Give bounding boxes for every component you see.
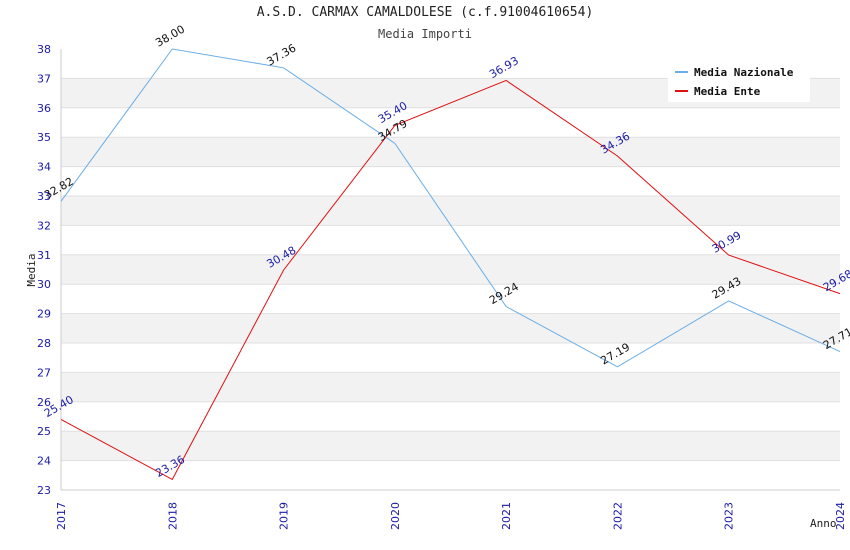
x-tick-label: 2018: [166, 502, 179, 530]
series-line: [60, 79, 841, 481]
grid-band: [61, 284, 840, 314]
y-tick-label: 33: [37, 190, 51, 203]
grid-band: [61, 225, 840, 255]
chart-title: A.S.D. CARMAX CAMALDOLESE (c.f.910046106…: [256, 5, 594, 20]
data-label: 38.00: [153, 23, 187, 50]
y-tick-label: 26: [37, 396, 51, 409]
series-lines: [60, 48, 841, 481]
y-tick-label: 38: [37, 43, 51, 56]
legend-label: Media Nazionale: [694, 66, 794, 79]
x-axis-title: Anno: [810, 517, 837, 530]
series-line: [60, 48, 841, 368]
y-tick-label: 28: [37, 337, 51, 350]
y-tick-label: 35: [37, 131, 51, 144]
x-tick-label: 2019: [278, 502, 291, 530]
grid-band: [61, 431, 840, 461]
grid-band: [61, 254, 840, 285]
y-tick-label: 23: [37, 484, 51, 497]
y-tick-label: 25: [37, 425, 51, 438]
y-axis-title: Media: [25, 253, 38, 286]
grid-band: [61, 372, 840, 402]
legend: Media Nazionale Media Ente: [668, 62, 810, 102]
y-tick-label: 27: [37, 366, 51, 379]
y-tick-labels: 23 24 25 26 27 28 29 30 31 32 33 34 35 36 37 38: [37, 43, 51, 497]
grid-band: [61, 107, 840, 138]
grid-band: [61, 137, 840, 167]
grid-bands: [61, 49, 840, 491]
x-tick-label: 2022: [611, 502, 624, 530]
y-tick-label: 36: [37, 102, 51, 115]
legend-box: [668, 62, 810, 102]
x-tick-label: 2024: [834, 502, 847, 530]
y-tick-label: 31: [37, 249, 51, 262]
y-tick-label: 34: [37, 161, 51, 174]
legend-label: Media Ente: [694, 85, 761, 98]
chart-subtitle: Media Importi: [378, 27, 472, 41]
grid-band: [61, 343, 840, 373]
y-tick-label: 37: [37, 72, 51, 85]
grid-band: [61, 196, 840, 226]
y-tick-label: 30: [37, 278, 51, 291]
y-tick-label: 24: [37, 455, 51, 468]
grid-band: [61, 313, 840, 343]
x-tick-label: 2023: [723, 502, 736, 530]
y-tick-label: 29: [37, 308, 51, 321]
axes: [60, 49, 840, 491]
y-tick-label: 32: [37, 219, 51, 232]
grid-band: [61, 460, 840, 490]
grid-band: [61, 166, 840, 196]
grid-band: [61, 401, 840, 432]
x-tick-label: 2017: [55, 502, 68, 530]
x-tick-labels: 2017 2018 2019 2020 2021 2022 2023 2024: [55, 502, 847, 530]
x-tick-label: 2020: [389, 502, 402, 530]
x-tick-label: 2021: [500, 502, 513, 530]
